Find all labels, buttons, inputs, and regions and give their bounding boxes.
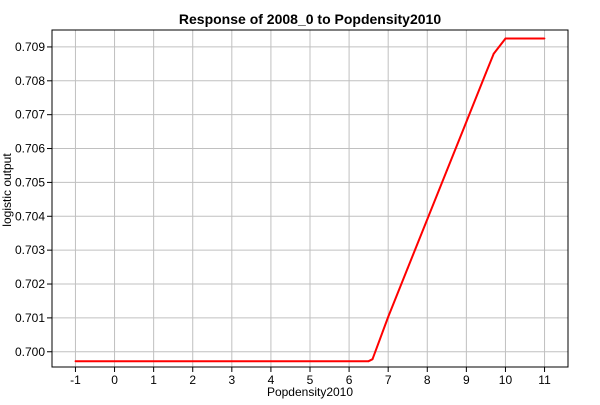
response-data-point <box>504 37 507 40</box>
y-tick-label: 0.709 <box>15 40 45 54</box>
x-tick-label: 4 <box>268 373 275 387</box>
response-data-point <box>387 316 390 318</box>
y-axis-label: logistic output <box>0 153 14 227</box>
y-tick-label: 0.701 <box>15 311 45 325</box>
x-axis-ticks: -1 0 1 2 3 4 5 6 7 8 9 10 11 <box>70 367 551 387</box>
chart-title: Response of 2008_0 to Popdensity2010 <box>179 11 441 27</box>
x-tick-label: 11 <box>538 373 551 387</box>
response-data-point <box>74 360 77 363</box>
response-data-point <box>485 72 487 74</box>
y-tick-label: 0.705 <box>15 175 45 189</box>
y-tick-label: 0.704 <box>15 209 45 223</box>
response-data-point <box>371 358 374 361</box>
y-tick-label: 0.700 <box>15 345 45 359</box>
y-tick-label: 0.702 <box>15 277 45 291</box>
plot-frame <box>51 29 569 368</box>
y-tick-label: 0.706 <box>15 142 45 156</box>
x-tick-label: 8 <box>424 373 431 387</box>
x-tick-label: 3 <box>228 373 235 387</box>
x-tick-label: 0 <box>111 373 118 387</box>
x-tick-label: 10 <box>499 373 513 387</box>
y-tick-label: 0.708 <box>15 74 45 88</box>
x-axis-label: Popdensity2010 <box>267 385 353 399</box>
x-tick-label: 1 <box>150 373 157 387</box>
y-tick-label: 0.707 <box>15 108 45 122</box>
x-tick-label: 7 <box>385 373 392 387</box>
x-tick-label: 9 <box>463 373 470 387</box>
x-tick-label: 6 <box>346 373 353 387</box>
response-data-point <box>367 360 370 363</box>
response-data-point <box>426 218 429 221</box>
x-tick-label: 2 <box>189 373 196 387</box>
y-axis-ticks: 0.700 0.701 0.702 0.703 0.704 0.705 0.706 0.707… <box>15 40 52 359</box>
response-data-point <box>543 37 546 40</box>
plot-area <box>74 37 546 363</box>
response-data-point <box>465 120 468 123</box>
response-data-point <box>492 52 495 55</box>
y-tick-label: 0.703 <box>15 243 45 257</box>
x-tick-label: -1 <box>70 373 81 387</box>
response-data-point <box>445 169 448 172</box>
response-data-point <box>406 267 409 269</box>
x-tick-label: 5 <box>307 373 314 387</box>
